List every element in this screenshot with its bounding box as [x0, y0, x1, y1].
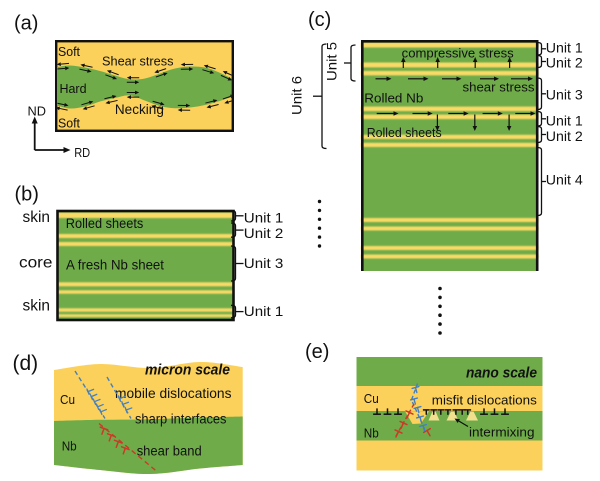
svg-text:ND: ND — [28, 104, 47, 119]
svg-text:shear band: shear band — [137, 444, 202, 459]
svg-text:(e): (e) — [305, 341, 329, 363]
svg-text:Hard: Hard — [60, 82, 87, 96]
svg-text:compressive stress: compressive stress — [402, 46, 515, 61]
svg-text:micron scale: micron scale — [145, 362, 230, 379]
svg-text:mobile dislocations: mobile dislocations — [115, 385, 232, 401]
svg-text:Unit 1: Unit 1 — [546, 40, 583, 56]
svg-text:skin: skin — [23, 209, 51, 226]
svg-text:Rolled sheets: Rolled sheets — [66, 215, 144, 231]
svg-text:Unit 1: Unit 1 — [546, 112, 583, 128]
svg-text:Unit 1: Unit 1 — [244, 210, 284, 226]
svg-text:Rolled Nb: Rolled Nb — [364, 91, 423, 106]
svg-text:shear stress: shear stress — [463, 80, 535, 95]
svg-text:Nb: Nb — [62, 440, 77, 454]
svg-text:Unit 2: Unit 2 — [546, 55, 583, 71]
svg-text:Soft: Soft — [58, 45, 81, 59]
svg-text:Unit 3: Unit 3 — [546, 87, 583, 103]
svg-text:(d): (d) — [13, 352, 39, 375]
svg-text:Unit 6: Unit 6 — [289, 76, 305, 115]
svg-text:misfit dislocations: misfit dislocations — [432, 393, 538, 408]
svg-text:Cu: Cu — [364, 392, 379, 406]
svg-text:(a): (a) — [14, 13, 38, 35]
svg-text:Soft: Soft — [58, 116, 81, 130]
svg-text:Unit 3: Unit 3 — [244, 255, 284, 271]
svg-text:skin: skin — [23, 298, 51, 315]
svg-text:Unit 4: Unit 4 — [546, 172, 583, 188]
svg-text:A fresh Nb sheet: A fresh Nb sheet — [66, 257, 164, 273]
svg-text:Unit 5: Unit 5 — [324, 42, 340, 81]
svg-text:Necking: Necking — [115, 102, 164, 117]
svg-text:Rolled sheets: Rolled sheets — [367, 125, 442, 140]
svg-text:intermixing: intermixing — [469, 424, 535, 439]
svg-text:Unit 1: Unit 1 — [244, 303, 284, 319]
svg-text:(b): (b) — [15, 184, 39, 206]
svg-text:Unit 2: Unit 2 — [546, 128, 583, 144]
svg-text:core: core — [19, 255, 53, 272]
svg-text:Cu: Cu — [60, 393, 75, 407]
svg-text:RD: RD — [74, 146, 90, 160]
svg-text:Nb: Nb — [364, 427, 379, 441]
svg-text:sharp interfaces: sharp interfaces — [135, 412, 227, 427]
svg-text:(c): (c) — [308, 9, 331, 31]
svg-text:nano scale: nano scale — [466, 366, 537, 382]
svg-text:Unit 2: Unit 2 — [244, 225, 284, 241]
svg-text:Shear stress: Shear stress — [102, 53, 174, 68]
